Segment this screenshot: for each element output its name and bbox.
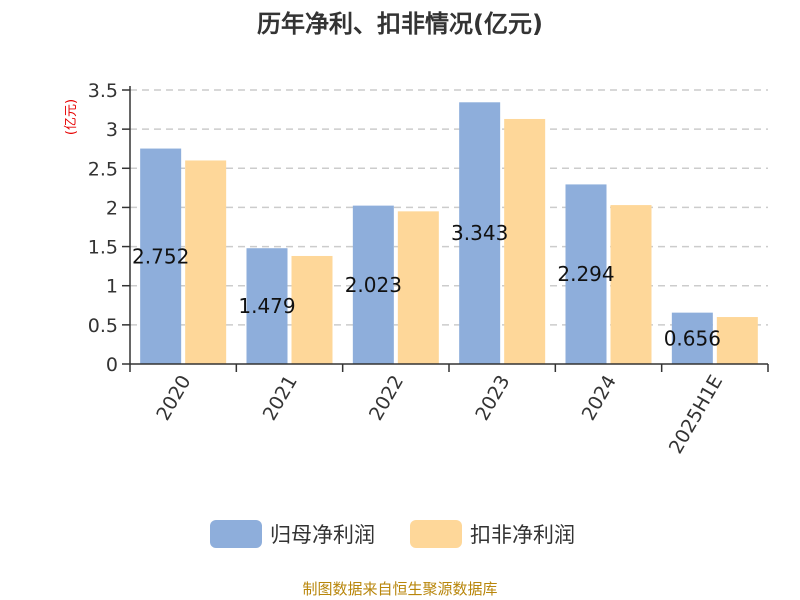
y-tick-label: 3 bbox=[106, 119, 118, 141]
y-tick-label: 0.5 bbox=[88, 315, 118, 337]
grid-lines bbox=[130, 89, 768, 326]
bar-series2-2020[interactable] bbox=[185, 160, 227, 364]
y-tick-label: 2 bbox=[106, 197, 118, 219]
bar-series1-2023[interactable] bbox=[459, 102, 501, 364]
data-label-2025H1E: 0.656 bbox=[664, 326, 721, 350]
bar-series2-2025H1E[interactable] bbox=[716, 317, 758, 364]
legend-label-series1: 归母净利润 bbox=[270, 523, 375, 547]
bar-series1-2020[interactable] bbox=[140, 148, 182, 364]
bar-series2-2023[interactable] bbox=[504, 118, 546, 364]
source-note: 制图数据来自恒生聚源数据库 bbox=[302, 580, 497, 598]
chart-title: 历年净利、扣非情况(亿元) bbox=[257, 10, 543, 38]
bar-series1-2025H1E[interactable] bbox=[671, 312, 713, 364]
x-tick-label: 2022 bbox=[365, 372, 408, 425]
axes bbox=[122, 86, 769, 372]
y-tick-label: 1 bbox=[106, 276, 118, 298]
bar-series1-2021[interactable] bbox=[246, 248, 288, 364]
data-label-2023: 3.343 bbox=[451, 221, 508, 245]
y-axis-label: (亿元) bbox=[64, 99, 79, 135]
bar-series2-2021[interactable] bbox=[291, 255, 333, 364]
legend-swatch-series2 bbox=[410, 520, 462, 548]
bar-series1-2022[interactable] bbox=[352, 205, 394, 364]
data-label-2022: 2.023 bbox=[345, 273, 402, 297]
x-tick-labels: 2020 2021 2022 2023 2024 2025H1E bbox=[152, 371, 727, 457]
bar-series2-2024[interactable] bbox=[610, 205, 652, 364]
y-tick-label: 3.5 bbox=[88, 80, 118, 102]
data-label-2021: 1.479 bbox=[238, 294, 295, 318]
data-labels: 2.752 1.479 2.023 3.343 2.294 0.656 bbox=[132, 221, 721, 350]
legend-item-series2[interactable]: 扣非净利润 bbox=[410, 520, 575, 548]
data-label-2024: 2.294 bbox=[557, 262, 614, 286]
y-tick-label: 2.5 bbox=[88, 158, 118, 180]
legend-label-series2: 扣非净利润 bbox=[470, 523, 575, 547]
x-tick-label: 2025H1E bbox=[665, 372, 727, 458]
bars bbox=[140, 102, 758, 364]
y-tick-label: 1.5 bbox=[88, 237, 118, 259]
bar-series1-2024[interactable] bbox=[565, 184, 607, 364]
legend: 归母净利润 扣非净利润 bbox=[210, 520, 575, 548]
bar-series2-2022[interactable] bbox=[397, 211, 439, 364]
x-tick-label: 2020 bbox=[152, 372, 195, 425]
legend-swatch-series1 bbox=[210, 520, 262, 548]
x-tick-label: 2024 bbox=[578, 372, 621, 425]
y-tick-labels: 0 0.5 1 1.5 2 2.5 3 3.5 bbox=[88, 80, 118, 376]
legend-item-series1[interactable]: 归母净利润 bbox=[210, 520, 375, 548]
data-label-2020: 2.752 bbox=[132, 244, 189, 268]
x-tick-label: 2023 bbox=[471, 371, 514, 424]
x-tick-label: 2021 bbox=[259, 372, 302, 425]
y-tick-label: 0 bbox=[106, 354, 118, 376]
